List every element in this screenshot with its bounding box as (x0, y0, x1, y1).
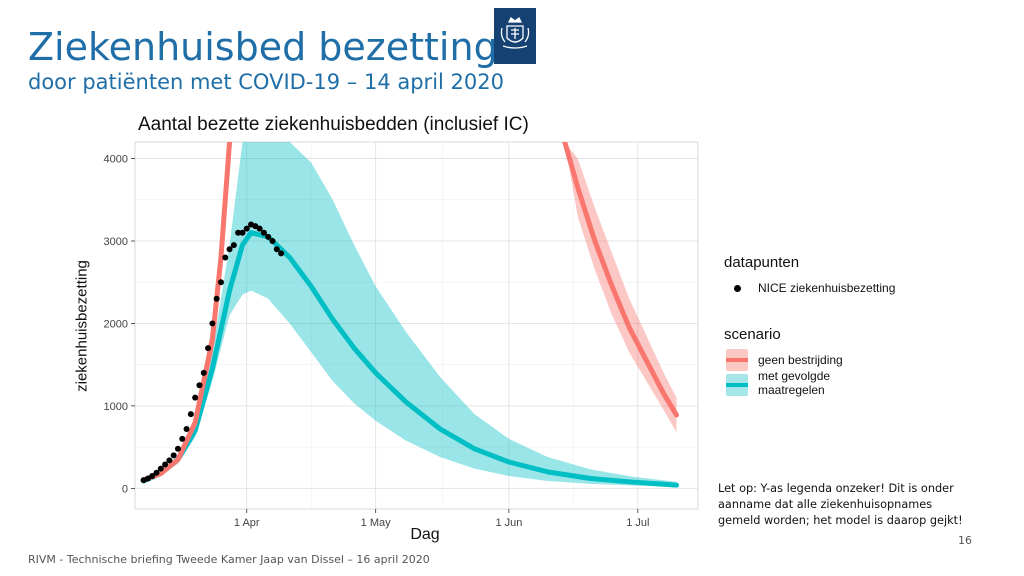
y-tick-label: 0 (122, 483, 128, 495)
grid-lines (135, 142, 698, 509)
data-points (140, 221, 285, 484)
data-point (200, 369, 207, 376)
data-point (183, 426, 190, 433)
legend-key-geen-bestrijding (726, 349, 748, 371)
x-tick-label: 1 May (361, 517, 391, 529)
y-tick-label: 1000 (104, 401, 128, 413)
data-point (170, 452, 177, 459)
legend-title-scenario: scenario (724, 326, 781, 343)
y-tick-label: 4000 (104, 153, 128, 165)
slide-title: Ziekenhuisbed bezetting (28, 25, 498, 69)
y-tick-label: 2000 (104, 318, 128, 330)
data-point (166, 457, 173, 464)
data-point (187, 411, 194, 418)
slide-subtitle: door patiënten met COVID-19 – 14 april 2… (28, 70, 504, 94)
legend-label-datapunten: NICE ziekenhuisbezetting (758, 281, 896, 295)
data-point (243, 225, 250, 232)
data-point (196, 382, 203, 389)
series-lines (141, 142, 680, 488)
data-point (260, 229, 267, 236)
line-met-gevolgde-maatregelen (141, 230, 680, 488)
data-point (256, 225, 263, 232)
y-tick-label: 3000 (104, 236, 128, 248)
x-tick-label: 1 Apr (234, 517, 260, 529)
data-point (239, 229, 246, 236)
data-point (162, 461, 169, 468)
chart-title: Aantal bezette ziekenhuisbedden (inclusi… (138, 114, 529, 135)
data-point (149, 473, 156, 480)
data-point (273, 246, 280, 253)
data-point (213, 295, 220, 302)
legend-key-met-gevolgde-maatregelen (726, 374, 748, 396)
axis-ticks: 0 1000 2000 3000 4000 1 Apr 1 May 1 Jun 1 Jul (104, 153, 650, 529)
data-point (235, 229, 242, 236)
legend-label-geen-bestrijding: geen bestrijding (758, 353, 843, 367)
data-point (192, 394, 199, 401)
legend-key-datapunten (734, 285, 741, 292)
data-point (230, 242, 237, 249)
data-point (205, 345, 212, 352)
ribbon-met-gevolgde-maatregelen (143, 142, 677, 487)
data-point (222, 254, 229, 261)
line-geen-bestrijding (562, 142, 680, 418)
data-point (217, 279, 224, 286)
data-point (278, 250, 285, 257)
line-geen-bestrijding (141, 142, 233, 483)
data-point (209, 320, 216, 327)
x-tick-label: 1 Jul (626, 517, 649, 529)
x-axis-label: Dag (410, 526, 440, 543)
data-point (269, 237, 276, 244)
data-point (174, 445, 181, 452)
coat-of-arms-icon (494, 8, 536, 64)
data-point (226, 246, 233, 253)
data-point (153, 469, 160, 476)
data-point (157, 465, 164, 472)
footer: RIVM - Technische briefing Tweede Kamer … (28, 553, 430, 566)
x-tick-label: 1 Jun (495, 517, 522, 529)
legend-label-met-gevolgde-maatregelen: met gevolgde maatregelen (758, 369, 831, 398)
plot-panel (134, 141, 699, 510)
legend-title-datapunten: datapunten (724, 254, 800, 271)
page-number: 16 (958, 534, 972, 547)
data-point (179, 435, 186, 442)
data-point (265, 233, 272, 240)
chart-note: Let op: Y-as legenda onzeker! Dit is ond… (718, 482, 963, 528)
